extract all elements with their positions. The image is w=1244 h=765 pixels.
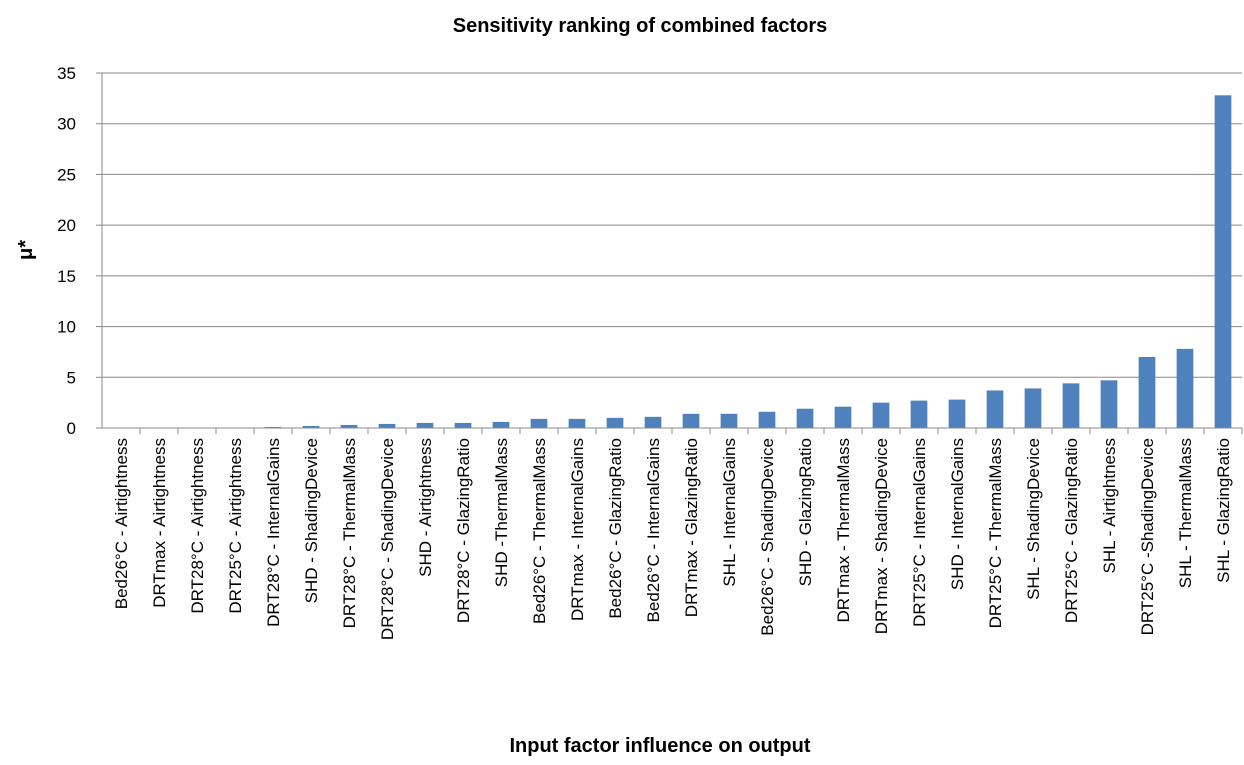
x-tick-label: SHL - ShadingDevice — [1024, 438, 1043, 600]
x-tick-label: DRT25°C - Airtightness — [226, 438, 245, 614]
y-tick-label: 35 — [57, 64, 76, 83]
bar — [1215, 95, 1232, 428]
bar — [645, 417, 662, 428]
bar — [1139, 357, 1156, 428]
bar — [835, 407, 852, 428]
bar — [683, 414, 700, 428]
x-tick-label: Bed26°C - InternalGains — [644, 438, 663, 622]
x-tick-label: DRT28°C - Airtightness — [188, 438, 207, 614]
x-tick-label: SHL - GlazingRatio — [1214, 438, 1233, 583]
x-tick-label: DRT25°C - GlazingRatio — [1062, 438, 1081, 623]
x-tick-label: DRTmax - InternalGains — [568, 438, 587, 621]
x-tick-label: DRT28°C - ShadingDevice — [378, 438, 397, 640]
x-tick-label: SHD - GlazingRatio — [796, 438, 815, 586]
bar — [531, 419, 548, 428]
x-tick-label: DRT28°C - InternalGains — [264, 438, 283, 627]
bar — [911, 401, 928, 428]
x-tick-label: DRTmax - ShadingDevice — [872, 438, 891, 634]
bar — [1101, 380, 1118, 428]
bar — [569, 419, 586, 428]
x-tick-label: DRTmax - GlazingRatio — [682, 438, 701, 617]
bar — [873, 403, 890, 428]
x-tick-label: DRT28°C - ThermalMass — [340, 438, 359, 628]
bar — [1177, 349, 1194, 428]
bar — [797, 409, 814, 428]
bar — [379, 424, 396, 428]
x-tick-label: SHD - InternalGains — [948, 438, 967, 590]
x-tick-label: SHL - Airtightness — [1100, 438, 1119, 573]
y-tick-label: 0 — [67, 419, 76, 438]
bar — [949, 400, 966, 428]
y-tick-label: 10 — [57, 318, 76, 337]
x-tick-label: SHL - InternalGains — [720, 438, 739, 587]
bar — [417, 423, 434, 428]
y-tick-label: 25 — [57, 165, 76, 184]
bar — [759, 412, 776, 428]
bar — [607, 418, 624, 428]
x-tick-label: SHD - Airtightness — [416, 438, 435, 577]
x-tick-label: DRT25°C -ShadingDevice — [1138, 438, 1157, 635]
x-tick-label: SHD -ThermalMass — [492, 438, 511, 587]
bar — [1063, 383, 1080, 428]
bar — [493, 422, 510, 428]
x-tick-label: Bed26°C - GlazingRatio — [606, 438, 625, 619]
bar — [455, 423, 472, 428]
chart-title: Sensitivity ranking of combined factors — [453, 15, 828, 37]
y-tick-label: 5 — [67, 368, 76, 387]
x-axis-label: Input factor influence on output — [509, 735, 810, 757]
y-axis-label: μ* — [15, 240, 37, 260]
x-tick-label: SHL - ThermalMass — [1176, 438, 1195, 588]
bar — [721, 414, 738, 428]
y-tick-label: 30 — [57, 115, 76, 134]
x-tick-label: SHD - ShadingDevice — [302, 438, 321, 603]
x-tick-label: DRTmax - ThermalMass — [834, 438, 853, 623]
y-tick-label: 20 — [57, 216, 76, 235]
bar — [987, 390, 1004, 428]
x-tick-label: DRTmax - Airtightness — [150, 438, 169, 608]
y-tick-label: 15 — [57, 267, 76, 286]
bar — [1025, 388, 1042, 428]
x-tick-label: DRT25°C - ThermalMass — [986, 438, 1005, 628]
x-tick-label: DRT25°C - InternalGains — [910, 438, 929, 627]
x-tick-label: DRT28°C - GlazingRatio — [454, 438, 473, 623]
x-tick-label: Bed26°C - ShadingDevice — [758, 438, 777, 636]
x-tick-label: Bed26°C - Airtightness — [112, 438, 131, 609]
x-tick-label: Bed26°C - ThermalMass — [530, 438, 549, 624]
